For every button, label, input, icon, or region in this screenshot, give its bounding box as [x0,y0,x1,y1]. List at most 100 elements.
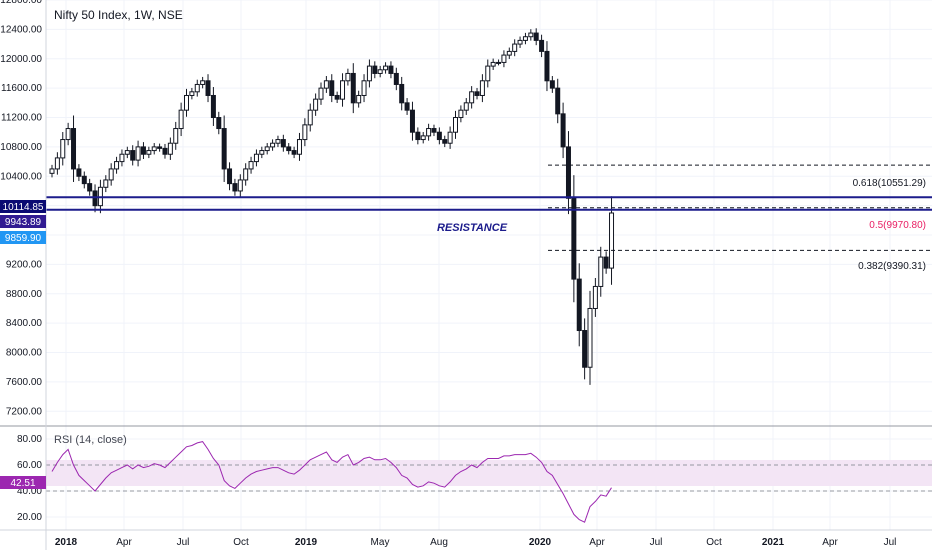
candle-body [114,161,120,170]
price-tick-label: 12000.00 [0,54,42,65]
time-tick-label: Oct [233,537,249,548]
candle-body [549,80,555,89]
candle-body [598,256,604,287]
candle-body [296,139,302,155]
candle-body [130,150,136,161]
candle-body [184,94,189,111]
candle-body [345,72,351,82]
candle-body [555,87,561,115]
time-tick-label: 2019 [295,537,318,548]
price-tick-label: 11200.00 [1,113,42,124]
candle-body [194,83,200,93]
time-tick-label: 2021 [762,537,785,548]
grid [46,0,932,530]
price-label-resistance: 10114.85 [0,200,46,213]
candle-body [490,61,496,67]
candle-body [474,91,480,96]
candle-body [189,91,195,96]
candle-body [522,36,528,41]
candle-body [393,72,399,85]
candle-body [270,142,276,148]
candle-body [533,32,539,41]
candle-body [60,139,66,159]
price-tick-label: 10800.00 [0,142,42,153]
candle-body [340,80,346,100]
candle-body [528,32,534,38]
price-tick-label: 10400.00 [0,171,42,182]
candle-body [496,61,502,64]
candle-body [264,146,270,152]
candle-body [259,150,265,155]
candle-body [350,72,356,104]
candle-body [253,153,259,163]
svg-text:9859.90: 9859.90 [5,233,42,244]
candle-body [356,94,362,104]
price-tick-label: 8400.00 [6,318,43,329]
candle-body [420,135,426,141]
rsi-tick-label: 40.00 [17,486,42,497]
candle-body [399,83,405,104]
candle-body [447,131,453,144]
candle-body [366,65,372,82]
rsi-tick-label: 80.00 [17,434,42,445]
fib-618-label: 0.618(10551.29) [853,178,926,189]
candle-body [415,131,421,141]
candle-body [119,153,125,163]
candle-body [512,43,518,52]
candle-body [501,54,507,63]
price-tick-label: 8800.00 [6,289,43,300]
candle-body [372,65,378,74]
candle-body [313,98,319,111]
price-label-support: 9943.89 [0,215,46,228]
horizontal-lines [46,164,932,251]
rsi-line [51,441,612,523]
svg-text:10114.85: 10114.85 [3,202,44,213]
candle-body [560,113,566,148]
candle-body [479,80,485,96]
candle-body [205,80,211,96]
candle-body [565,146,571,199]
candle-body [571,197,577,280]
price-tick-label: 11600.00 [1,83,42,94]
candle-body [151,146,157,152]
candle-body [167,142,173,155]
candle-body [485,65,491,82]
candle-body [463,102,469,111]
candles [49,28,615,385]
candle-body [334,94,340,100]
candle-body [539,39,545,52]
candle-body [103,179,109,188]
candle-body [361,80,367,96]
candle-body [54,157,60,170]
candle-body [544,50,550,82]
candle-body [307,109,313,126]
price-tick-label: 7200.00 [6,406,43,417]
candle-body [210,94,216,119]
candle-body [329,80,335,96]
svg-text:42.51: 42.51 [10,478,35,489]
price-tick-label: 12400.00 [0,24,42,35]
candle-body [388,65,394,74]
candle-body [458,109,464,119]
time-tick-label: Jul [884,537,897,548]
candle-body [431,128,437,133]
candle-body [442,139,448,144]
rsi-band-lines [46,464,932,492]
candle-body [286,146,292,152]
candle-body [71,128,77,170]
candle-body [426,128,432,137]
candle-body [469,91,475,104]
candle-body [135,146,141,161]
candle-body [173,128,179,144]
fib-382-label: 0.382(9390.31) [858,261,926,272]
candle-body [76,168,82,177]
candle-body [140,146,146,155]
price-tick-label: 12800.00 [0,0,42,6]
candle-body [436,131,442,141]
candle-body [592,285,598,309]
time-tick-label: Jul [650,537,663,548]
candle-body [383,65,389,71]
rsi-tick-label: 20.00 [17,512,42,523]
price-tick-label: 8000.00 [6,348,43,359]
